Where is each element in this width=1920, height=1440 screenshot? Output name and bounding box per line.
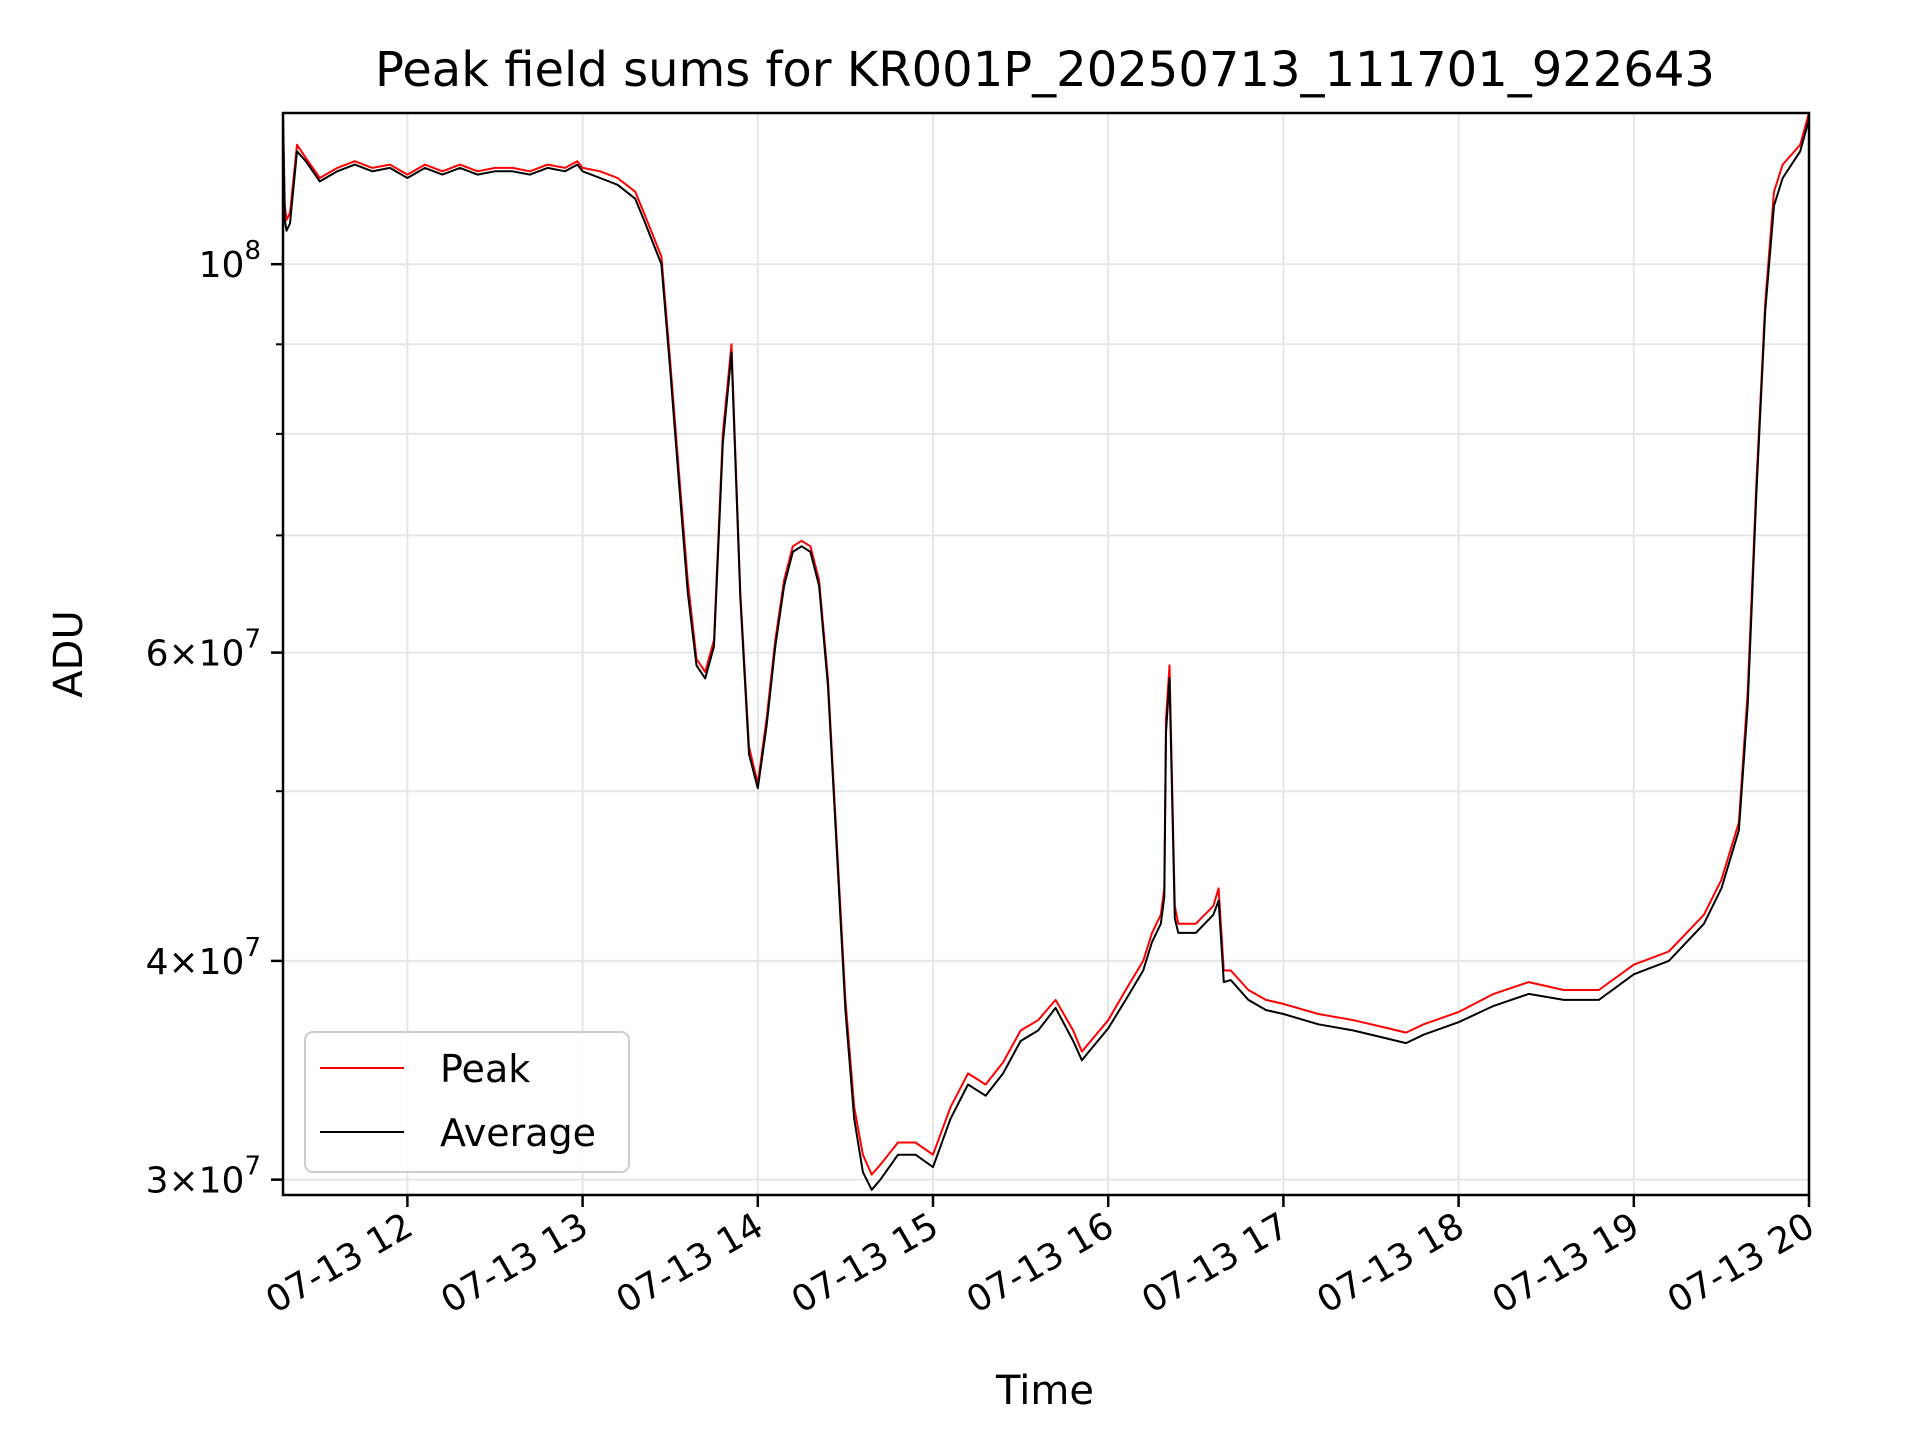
legend-label-peak: Peak [440,1047,530,1091]
y-axis: 3×107 4×107 6×107 108 [146,236,283,1202]
chart-title: Peak field sums for KR001P_20250713_1117… [375,42,1715,98]
series-line-peak [282,112,1810,1176]
y-axis-label: ADU [46,610,92,697]
y-tick-label: 6×107 [146,625,261,675]
legend: Peak Average [304,1031,630,1173]
legend-label-average: Average [440,1111,596,1155]
y-tick-label: 3×107 [146,1152,261,1202]
y-tick-label: 108 [199,236,261,286]
x-axis-label: Time [995,1368,1094,1414]
y-tick-label: 4×107 [146,933,261,983]
series-layer [282,112,1810,1191]
series-line-average [282,119,1810,1191]
plot-area-frame [281,111,1811,1197]
